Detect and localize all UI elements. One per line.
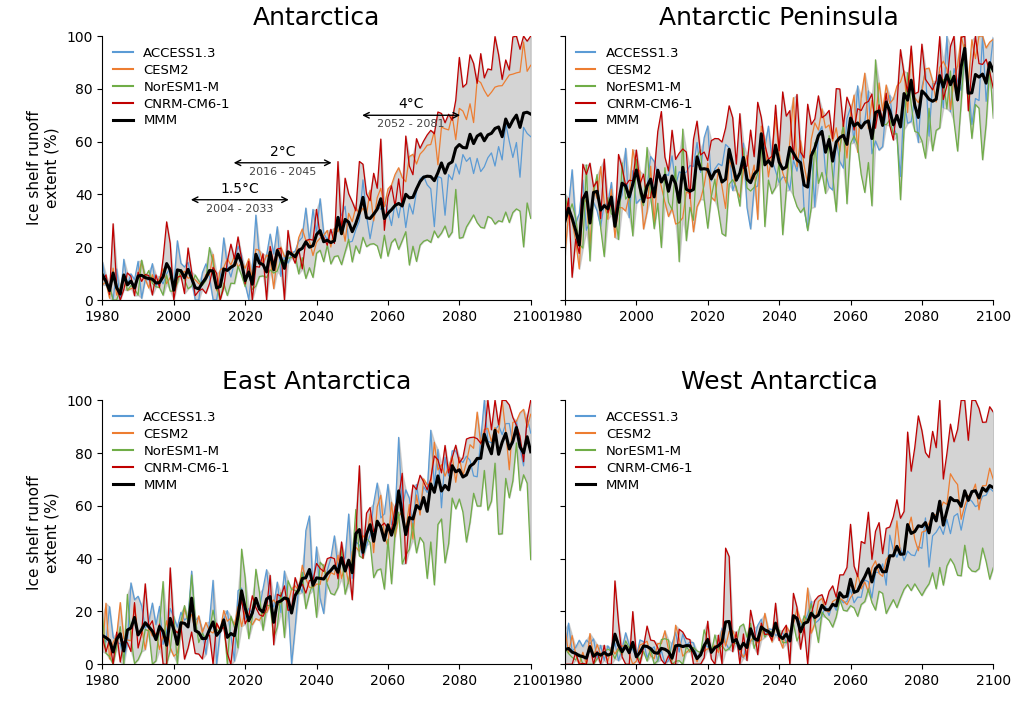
Legend: ACCESS1.3, CESM2, NorESM1-M, CNRM-CM6-1, MMM: ACCESS1.3, CESM2, NorESM1-M, CNRM-CM6-1,… [571,407,696,496]
Legend: ACCESS1.3, CESM2, NorESM1-M, CNRM-CM6-1, MMM: ACCESS1.3, CESM2, NorESM1-M, CNRM-CM6-1,… [109,43,233,131]
Legend: ACCESS1.3, CESM2, NorESM1-M, CNRM-CM6-1, MMM: ACCESS1.3, CESM2, NorESM1-M, CNRM-CM6-1,… [571,43,696,131]
Title: Antarctica: Antarctica [253,6,380,30]
Text: 2052 - 2081: 2052 - 2081 [378,119,444,129]
Title: East Antarctica: East Antarctica [222,370,412,394]
Text: 2°C: 2°C [270,145,295,159]
Text: 2004 - 2033: 2004 - 2033 [206,204,273,214]
Y-axis label: Ice shelf runoff
extent (%): Ice shelf runoff extent (%) [27,110,59,225]
Legend: ACCESS1.3, CESM2, NorESM1-M, CNRM-CM6-1, MMM: ACCESS1.3, CESM2, NorESM1-M, CNRM-CM6-1,… [109,407,233,496]
Text: 1.5°C: 1.5°C [220,182,259,196]
Title: West Antarctica: West Antarctica [681,370,878,394]
Y-axis label: Ice shelf runoff
extent (%): Ice shelf runoff extent (%) [27,475,59,590]
Title: Antarctic Peninsula: Antarctic Peninsula [659,6,899,30]
Text: 4°C: 4°C [398,97,424,111]
Text: 2016 - 2045: 2016 - 2045 [249,167,316,177]
